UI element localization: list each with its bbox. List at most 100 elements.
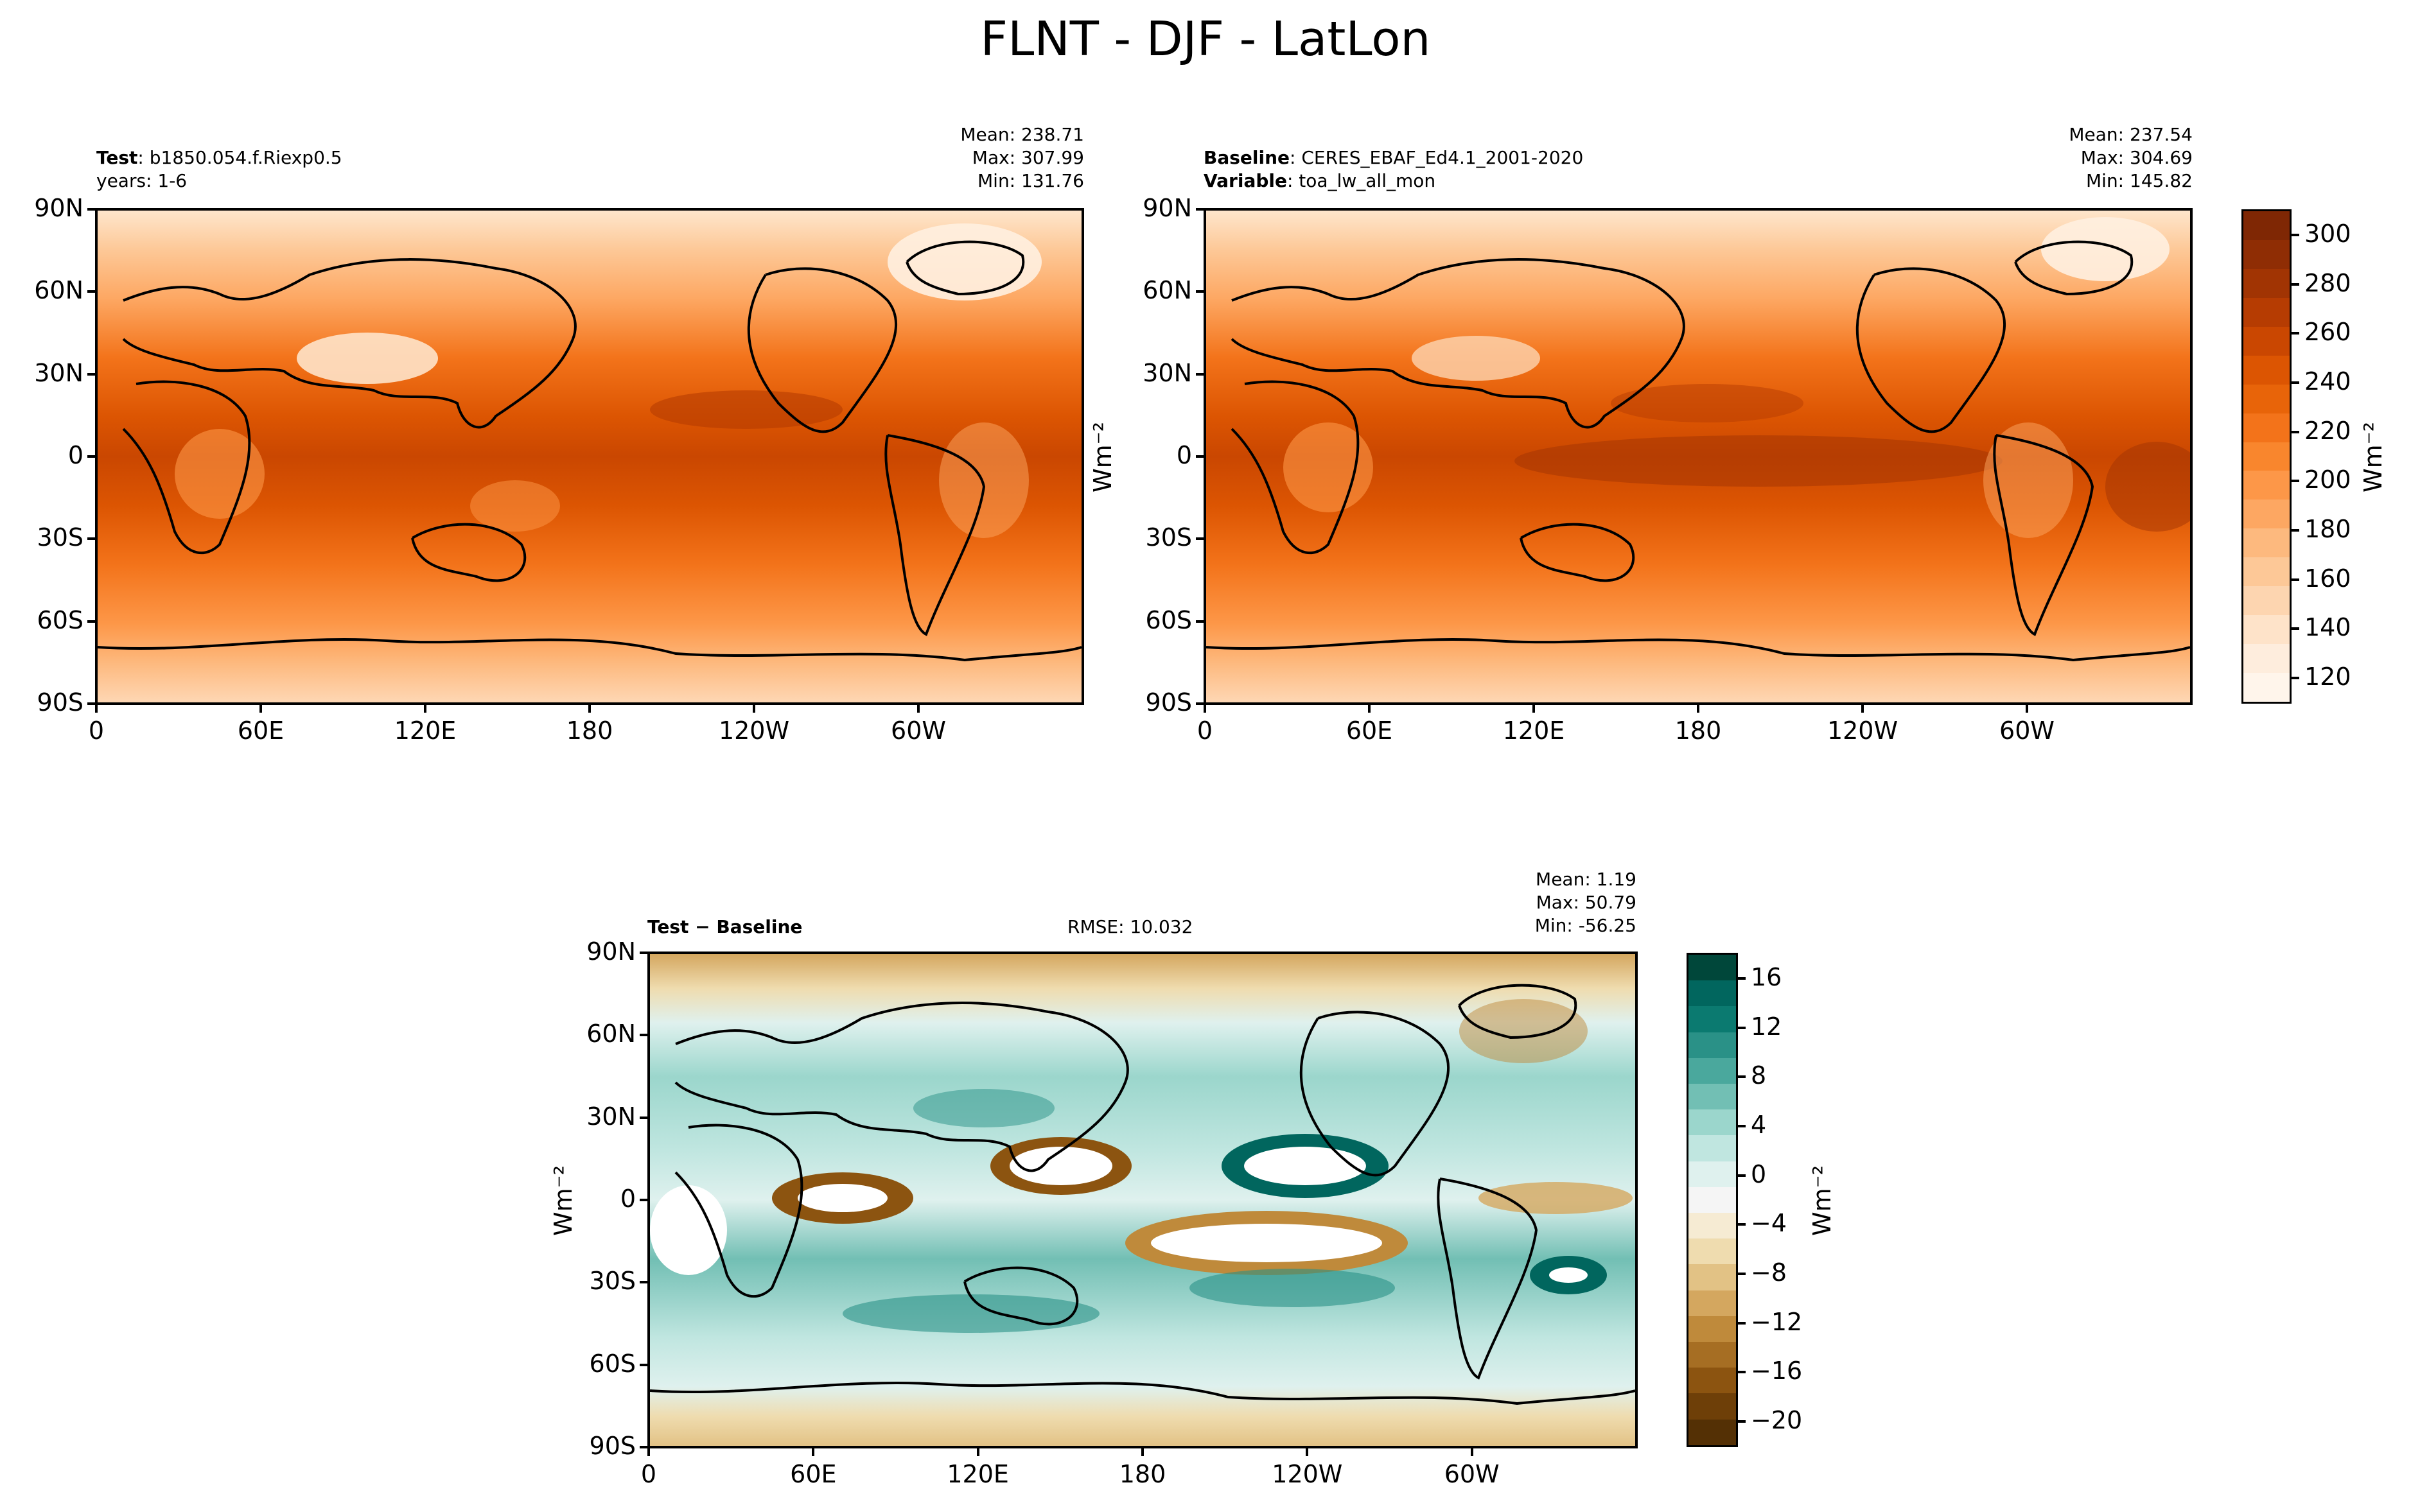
baseline-lon-tick [1368, 705, 1371, 713]
colorbar-diff-tick-label: −12 [1751, 1307, 1803, 1336]
colorbar-diff-tick-label: 16 [1751, 963, 1782, 991]
baseline-lon-tick [1697, 705, 1699, 713]
baseline-lat-label: 60N [1143, 276, 1192, 305]
colorbar-top-swatch [2243, 326, 2290, 356]
colorbar-top-tick [2292, 234, 2299, 236]
colorbar-diff-swatch [1688, 1006, 1736, 1032]
diff-lon-tick [1470, 1448, 1473, 1456]
colorbar-top-tick-label: 160 [2304, 564, 2351, 593]
colorbar-diff-tick-label: 12 [1751, 1012, 1782, 1041]
colorbar-diff-swatch [1688, 1290, 1736, 1316]
colorbar-diff-tick [1738, 1273, 1746, 1275]
diff-stats: Mean: 1.19 Max: 50.79 Min: -56.25 [1534, 869, 1636, 936]
test-lat-label: 60N [34, 276, 83, 305]
colorbar-top-swatch [2243, 297, 2290, 327]
colorbar-top-tick-label: 180 [2304, 515, 2351, 543]
colorbar-diff-swatch [1688, 980, 1736, 1007]
colorbar-diff-tick [1738, 1223, 1746, 1226]
colorbar-diff-tick [1738, 977, 1746, 980]
colorbar-top-swatch [2243, 471, 2290, 500]
diff-lat-label: 30N [586, 1102, 636, 1131]
baseline-lon-tick [1861, 705, 1864, 713]
colorbar-top-swatch [2243, 586, 2290, 616]
colorbar-top-tick [2292, 578, 2299, 581]
baseline-lat-tick [1196, 208, 1204, 211]
diff-lat-label: 60N [586, 1020, 636, 1048]
baseline-lon-label: 60E [1346, 717, 1393, 745]
diff-lat-tick [640, 1446, 647, 1448]
colorbar-diff-tick-label: −8 [1751, 1258, 1787, 1287]
colorbar-diff-swatch [1688, 1213, 1736, 1239]
test-lon-tick [753, 705, 755, 713]
test-lon-tick [917, 705, 920, 713]
baseline-lat-label: 0 [1176, 441, 1192, 469]
baseline-lat-tick [1196, 537, 1204, 541]
test-lon-tick [95, 705, 98, 713]
colorbar-diff-tick-label: 4 [1751, 1111, 1767, 1139]
colorbar-diff-tick [1738, 1321, 1746, 1325]
test-lon-label: 0 [88, 717, 105, 745]
colorbar-diff-tick [1738, 1371, 1746, 1374]
baseline-lon-label: 180 [1674, 717, 1722, 745]
diff-lon-tick [1141, 1448, 1144, 1456]
colorbar-top-units: Wm⁻² [2358, 422, 2387, 492]
colorbar-diff-swatch [1688, 1419, 1736, 1445]
test-lat-tick [87, 455, 95, 458]
colorbar-diff-swatch [1688, 1109, 1736, 1136]
colorbar-top-swatch [2243, 355, 2290, 385]
figure-title: FLNT - DJF - LatLon [980, 12, 1431, 67]
colorbar-top-swatch [2243, 413, 2290, 442]
colorbar-diff-swatch [1688, 1135, 1736, 1161]
diff-lon-label: 60W [1444, 1460, 1500, 1488]
colorbar-diff-swatch [1688, 1238, 1736, 1265]
colorbar-top-tick-label: 260 [2304, 318, 2351, 347]
colorbar-diff-tick-label: 8 [1751, 1061, 1767, 1090]
colorbar-top-tick [2292, 381, 2299, 384]
diff-lon-tick [1306, 1448, 1309, 1456]
colorbar-diff-swatch [1688, 955, 1736, 981]
colorbar-top-swatch [2243, 528, 2290, 558]
test-lon-tick [588, 705, 591, 713]
colorbar-diff-swatch [1688, 1342, 1736, 1368]
test-years: years: 1-6 [96, 170, 188, 191]
test-lat-tick [87, 372, 95, 376]
test-lon-label: 60E [237, 717, 285, 745]
test-lon-label: 120E [394, 717, 457, 745]
colorbar-top-tick-label: 280 [2304, 268, 2351, 297]
colorbar-diff-swatch [1688, 1186, 1736, 1213]
diff-lon-label: 120E [947, 1460, 1009, 1488]
baseline-lat-label: 90S [1145, 688, 1192, 717]
diff-lat-tick [640, 1363, 647, 1366]
baseline-lat-label: 30N [1143, 358, 1192, 387]
diff-lat-label: 0 [620, 1185, 636, 1213]
baseline-map-field [1206, 211, 2190, 702]
colorbar-top [2241, 209, 2292, 704]
test-lat-label: 30N [34, 358, 83, 387]
diff-lon-label: 180 [1119, 1460, 1166, 1488]
baseline-lat-tick [1196, 290, 1204, 293]
colorbar-diff-swatch [1688, 1084, 1736, 1110]
baseline-lat-tick [1196, 702, 1204, 705]
test-lon-label: 60W [891, 717, 946, 745]
colorbar-top-tick [2292, 480, 2299, 483]
colorbar-diff-tick [1738, 1174, 1746, 1177]
colorbar-diff-units: Wm⁻² [1807, 1165, 1836, 1236]
colorbar-diff-swatch [1688, 1057, 1736, 1084]
diff-map [647, 952, 1638, 1448]
diff-lat-tick [640, 952, 647, 954]
test-lat-tick [87, 208, 95, 211]
baseline-lat-label: 60S [1145, 605, 1192, 634]
colorbar-top-swatch [2243, 673, 2290, 702]
colorbar-top-swatch [2243, 384, 2290, 413]
colorbar-diff-swatch [1688, 1264, 1736, 1290]
colorbar-top-tick-label: 200 [2304, 465, 2351, 494]
diff-lon-label: 60E [790, 1460, 837, 1488]
test-label: Test: b1850.054.f.Riexp0.5 [96, 147, 342, 168]
colorbar-top-tick [2292, 529, 2299, 532]
test-lat-label: 60S [37, 605, 83, 634]
baseline-lon-tick [1204, 705, 1206, 713]
test-lat-tick [87, 290, 95, 293]
diff-map-field [650, 954, 1635, 1446]
baseline-lon-tick [1532, 705, 1535, 713]
diff-lat-label: 90S [589, 1432, 636, 1460]
